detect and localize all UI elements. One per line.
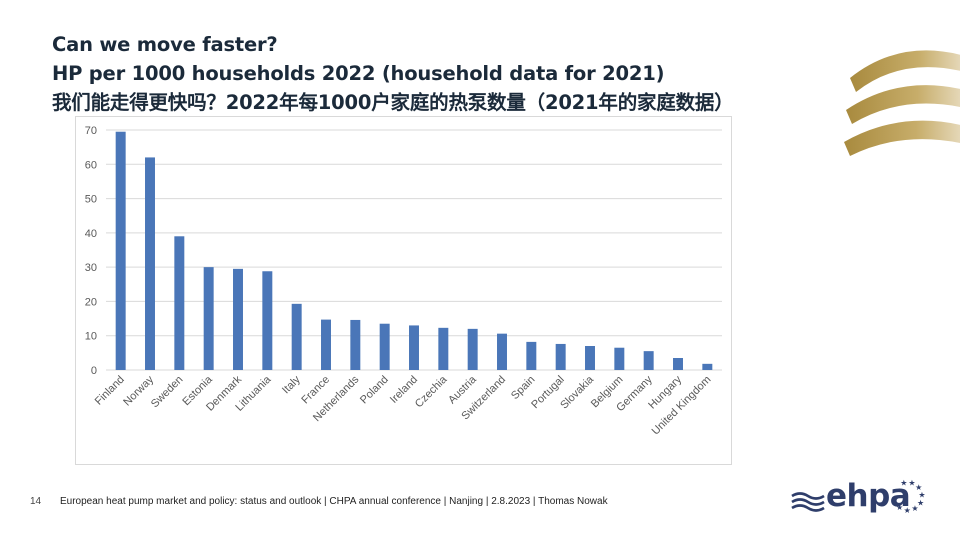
arc-middle xyxy=(846,85,960,124)
bar-germany xyxy=(643,351,654,370)
bar-sweden xyxy=(174,236,185,370)
star-icon: ★ xyxy=(896,503,903,512)
decorative-arcs-icon xyxy=(844,50,960,156)
bar-portugal xyxy=(555,343,566,370)
chart-frame: 0 10 20 30 40 50 60 70 Finland Norway Sweden Estoni… xyxy=(75,116,732,465)
title-line-english-question: Can we move faster? xyxy=(52,33,278,56)
star-icon: ★ xyxy=(908,479,915,488)
star-icon: ★ xyxy=(917,498,924,507)
arc-bottom xyxy=(844,120,960,156)
y-tick-label: 20 xyxy=(85,296,97,308)
title-line-english-subtitle: HP per 1000 households 2022 (household d… xyxy=(52,62,665,85)
bar-spain xyxy=(526,341,537,370)
y-tick-label: 70 xyxy=(85,125,97,137)
x-tick-label: Finland xyxy=(93,374,127,408)
bar-austria xyxy=(467,328,478,370)
bar-denmark xyxy=(233,268,243,370)
ehpa-logo: ehpa ★ ★ ★ ★ ★ ★ ★ ★ xyxy=(790,474,930,522)
bar-hungary xyxy=(673,358,683,370)
bar-netherlands xyxy=(350,319,361,370)
bar-norway xyxy=(145,157,155,370)
bar-italy xyxy=(291,303,302,370)
y-tick-label: 40 xyxy=(85,228,97,240)
star-icon: ★ xyxy=(915,483,922,492)
title-line-chinese: 我们能走得更快吗？2022年每1000户家庭的热泵数量（2021年的家庭数据） xyxy=(52,91,734,114)
x-tick-label: Italy xyxy=(280,373,303,396)
wave-lines-icon xyxy=(791,492,825,512)
slide-title: Can we move faster? HP per 1000 househol… xyxy=(52,30,734,117)
y-tick-label: 10 xyxy=(85,331,97,343)
star-icon: ★ xyxy=(904,506,911,515)
x-tick-label: Poland xyxy=(358,374,391,407)
y-tick-label: 0 xyxy=(91,365,97,377)
footer-text: European heat pump market and policy: st… xyxy=(60,496,608,507)
bar-czechia xyxy=(438,327,449,370)
bar-france xyxy=(321,319,331,370)
star-icon: ★ xyxy=(900,479,907,488)
x-tick-label: Slovakia xyxy=(558,373,597,412)
bar-ireland xyxy=(409,325,419,370)
x-tick-label: Sweden xyxy=(149,374,186,411)
y-tick-label: 60 xyxy=(85,159,97,171)
bar-belgium xyxy=(614,347,625,370)
y-tick-label: 30 xyxy=(85,262,97,274)
eu-stars-icon: ★ ★ ★★★★★★ xyxy=(896,479,925,515)
page-number: 14 xyxy=(30,496,42,507)
bar-estonia xyxy=(203,267,214,370)
bar-chart: 010203040506070FinlandNorwaySwedenEstoni… xyxy=(85,125,722,437)
y-tick-label: 50 xyxy=(85,194,97,206)
bar-poland xyxy=(379,323,390,370)
arc-top xyxy=(850,50,960,92)
x-tick-label: Czechia xyxy=(413,373,450,410)
bar-lithuania xyxy=(262,271,273,370)
star-icon: ★ xyxy=(911,504,918,513)
ehpa-wordmark: ehpa xyxy=(826,478,911,514)
footer: 14 European heat pump market and policy:… xyxy=(0,494,960,514)
bar-finland xyxy=(115,131,126,370)
bar-united-kingdom xyxy=(702,363,713,370)
star-icon: ★ xyxy=(918,490,925,499)
bar-switzerland xyxy=(497,333,507,370)
bar-slovakia xyxy=(585,346,595,370)
